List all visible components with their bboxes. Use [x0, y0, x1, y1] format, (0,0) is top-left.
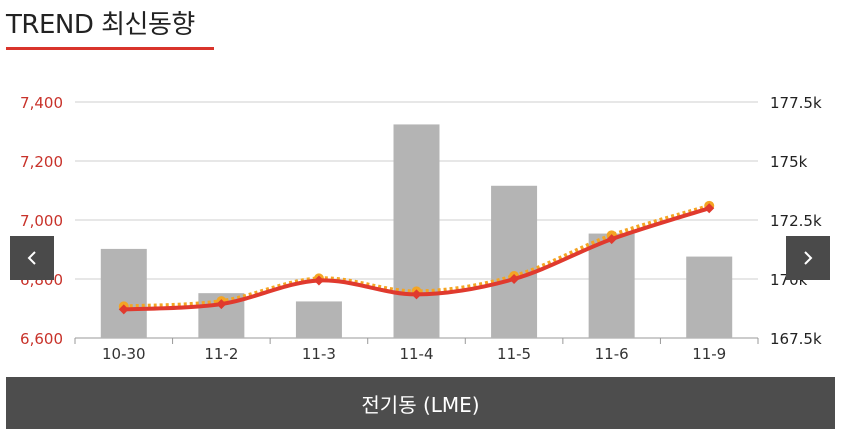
x-tick-label: 11-2: [204, 345, 238, 363]
title-underline: [6, 47, 214, 50]
left-tick-label: 7,000: [20, 212, 63, 230]
point: [411, 289, 422, 300]
x-tick-label: 10-30: [102, 345, 146, 363]
chart-caption: 전기동 (LME): [6, 377, 835, 429]
chevron-right-icon: [804, 251, 813, 265]
x-tick-label: 11-4: [399, 345, 433, 363]
bar: [686, 256, 733, 338]
page-title: TREND 최신동향: [6, 10, 195, 40]
right-tick-label: 175k: [770, 153, 808, 171]
left-tick-label: 6,600: [20, 330, 63, 348]
x-tick-label: 11-3: [302, 345, 336, 363]
left-tick-label: 7,400: [20, 94, 63, 112]
bar: [295, 301, 342, 338]
prev-button[interactable]: [10, 236, 54, 280]
bar: [491, 185, 538, 338]
point: [606, 234, 617, 245]
point: [216, 299, 227, 310]
left-tick-label: 7,200: [20, 153, 63, 171]
chevron-left-icon: [27, 251, 36, 265]
next-button[interactable]: [786, 236, 830, 280]
point: [704, 203, 715, 214]
bar: [100, 248, 147, 338]
right-tick-label: 167.5k: [770, 330, 822, 348]
x-tick-label: 11-5: [497, 345, 531, 363]
right-tick-label: 177.5k: [770, 94, 822, 112]
right-tick-label: 172.5k: [770, 212, 822, 230]
x-tick-label: 11-9: [692, 345, 726, 363]
point: [118, 304, 129, 315]
bar: [393, 124, 440, 338]
point: [313, 275, 324, 286]
point: [509, 274, 520, 284]
bar: [588, 233, 635, 338]
x-tick-label: 11-6: [595, 345, 629, 363]
